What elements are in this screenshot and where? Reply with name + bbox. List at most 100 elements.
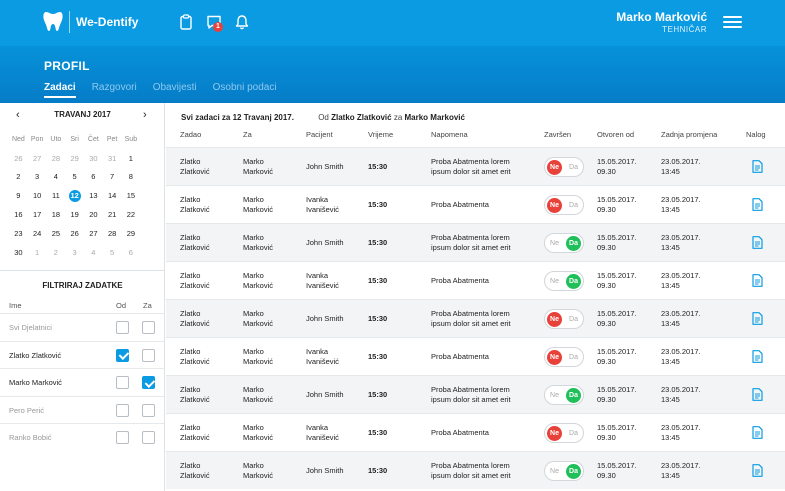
table-row[interactable]: Zlatko Zlatković Marko Marković Ivanka Ivaniš… <box>166 413 785 451</box>
completed-toggle[interactable]: Ne Da <box>544 233 584 253</box>
completed-toggle[interactable]: Ne Da <box>544 157 584 177</box>
toggle-yes[interactable]: Da <box>569 430 578 437</box>
calendar-day[interactable]: 10 <box>32 191 42 201</box>
tab-zadaci[interactable]: Zadaci <box>44 82 76 98</box>
calendar-day[interactable]: 19 <box>70 210 79 220</box>
toggle-no[interactable]: Ne <box>550 468 559 475</box>
calendar-day[interactable]: 16 <box>14 210 23 220</box>
calendar-prev-icon[interactable]: ‹ <box>16 109 20 121</box>
calendar-day[interactable]: 23 <box>14 228 23 238</box>
tab-razgovori[interactable]: Razgovori <box>91 82 137 93</box>
filter-to-checkbox[interactable] <box>142 431 155 444</box>
toggle-yes[interactable]: Da <box>569 354 578 361</box>
toggle-no[interactable]: Ne <box>547 312 562 327</box>
document-icon[interactable] <box>752 236 763 249</box>
calendar-day[interactable]: 26 <box>70 228 79 238</box>
calendar-day[interactable]: 15 <box>126 191 136 201</box>
filter-to-checkbox[interactable] <box>142 348 155 362</box>
calendar-day[interactable]: 3 <box>72 247 77 257</box>
calendar-day[interactable]: 30 <box>14 247 23 257</box>
calendar-day[interactable]: 25 <box>51 228 61 238</box>
table-row[interactable]: Zlatko Zlatković Marko Marković John Smith Pr… <box>166 223 785 261</box>
table-row[interactable]: Zlatko Zlatković Marko Marković Ivanka Ivaniš… <box>166 261 785 299</box>
filter-to-checkbox[interactable] <box>142 321 155 334</box>
calendar-day[interactable]: 6 <box>128 247 133 257</box>
toggle-yes[interactable]: Da <box>566 236 581 251</box>
toggle-yes[interactable]: Da <box>569 316 578 323</box>
calendar-day[interactable]: 27 <box>89 228 98 238</box>
calendar-day[interactable]: 20 <box>89 210 98 220</box>
calendar-day[interactable]: 30 <box>89 153 98 163</box>
document-icon[interactable] <box>752 426 763 439</box>
filter-from-checkbox[interactable] <box>116 376 129 389</box>
bell-icon[interactable] <box>234 14 250 30</box>
toggle-no[interactable]: Ne <box>547 160 562 175</box>
calendar-day[interactable]: 4 <box>91 247 96 257</box>
calendar-day[interactable]: 24 <box>32 228 42 238</box>
calendar-day[interactable]: 2 <box>53 247 58 257</box>
completed-toggle[interactable]: Ne Da <box>544 347 584 367</box>
completed-toggle[interactable]: Ne Da <box>544 271 584 291</box>
toggle-no[interactable]: Ne <box>550 278 559 285</box>
calendar-day[interactable]: 1 <box>128 153 133 163</box>
document-icon[interactable] <box>752 388 763 401</box>
calendar-day[interactable]: 29 <box>70 153 79 163</box>
document-icon[interactable] <box>752 160 763 173</box>
toggle-no[interactable]: Ne <box>550 392 559 399</box>
filter-from-checkbox[interactable] <box>116 403 129 417</box>
calendar-day[interactable]: 18 <box>51 210 61 220</box>
toggle-no[interactable]: Ne <box>547 426 562 441</box>
table-row[interactable]: Zlatko Zlatković Marko Marković John Smith Pr… <box>166 451 785 489</box>
completed-toggle[interactable]: Ne Da <box>544 195 584 215</box>
toggle-yes[interactable]: Da <box>569 164 578 171</box>
toggle-yes[interactable]: Da <box>566 464 581 479</box>
brand-name[interactable]: We-Dentify <box>76 15 139 29</box>
document-icon[interactable] <box>752 464 763 477</box>
calendar-day-selected[interactable]: 12 <box>68 189 81 202</box>
completed-toggle[interactable]: Ne Da <box>544 309 584 329</box>
clipboard-icon[interactable] <box>178 14 194 30</box>
calendar-day[interactable]: 5 <box>110 247 115 257</box>
toggle-yes[interactable]: Da <box>566 274 581 289</box>
completed-toggle[interactable]: Ne Da <box>544 385 584 405</box>
calendar-day[interactable]: 8 <box>128 172 133 182</box>
menu-icon[interactable] <box>723 16 742 29</box>
calendar-day[interactable]: 22 <box>126 210 136 220</box>
table-row[interactable]: Zlatko Zlatković Marko Marković John Smith Pr… <box>166 299 785 337</box>
user-name[interactable]: Marko Marković <box>616 10 707 24</box>
calendar-day[interactable]: 28 <box>51 153 61 163</box>
calendar-day[interactable]: 13 <box>89 191 98 201</box>
calendar-day[interactable]: 5 <box>72 172 77 182</box>
table-row[interactable]: Zlatko Zlatković Marko Marković Ivanka Ivaniš… <box>166 337 785 375</box>
completed-toggle[interactable]: Ne Da <box>544 423 584 443</box>
toggle-yes[interactable]: Da <box>569 202 578 209</box>
calendar-day[interactable]: 14 <box>107 191 117 201</box>
tooth-logo-icon[interactable] <box>43 11 63 33</box>
calendar-day[interactable]: 1 <box>35 247 40 257</box>
calendar-day[interactable]: 6 <box>91 172 96 182</box>
toggle-no[interactable]: Ne <box>547 350 562 365</box>
messages-icon[interactable] <box>206 14 222 30</box>
calendar-day[interactable]: 26 <box>14 153 23 163</box>
calendar-day[interactable]: 9 <box>16 191 21 201</box>
document-icon[interactable] <box>752 274 763 287</box>
calendar-day[interactable]: 11 <box>51 191 60 201</box>
table-row[interactable]: Zlatko Zlatković Marko Marković John Smith Pr… <box>166 375 785 413</box>
calendar-day[interactable]: 17 <box>32 210 42 220</box>
tab-osobni-podaci[interactable]: Osobni podaci <box>212 82 277 93</box>
table-row[interactable]: Zlatko Zlatković Marko Marković John Smith Pr… <box>166 147 785 185</box>
calendar-day[interactable]: 3 <box>35 172 40 182</box>
filter-from-checkbox[interactable] <box>116 321 129 334</box>
calendar-next-icon[interactable]: › <box>143 109 147 121</box>
calendar-day[interactable]: 28 <box>107 228 117 238</box>
tab-obavijesti[interactable]: Obavijesti <box>152 82 197 93</box>
calendar-day[interactable]: 4 <box>53 172 58 182</box>
document-icon[interactable] <box>752 312 763 325</box>
calendar-day[interactable]: 2 <box>16 172 21 182</box>
table-row[interactable]: Zlatko Zlatković Marko Marković Ivanka Ivaniš… <box>166 185 785 223</box>
calendar-day[interactable]: 31 <box>107 153 117 163</box>
calendar-day[interactable]: 27 <box>32 153 42 163</box>
completed-toggle[interactable]: Ne Da <box>544 461 584 481</box>
document-icon[interactable] <box>752 350 763 363</box>
toggle-yes[interactable]: Da <box>566 388 581 403</box>
